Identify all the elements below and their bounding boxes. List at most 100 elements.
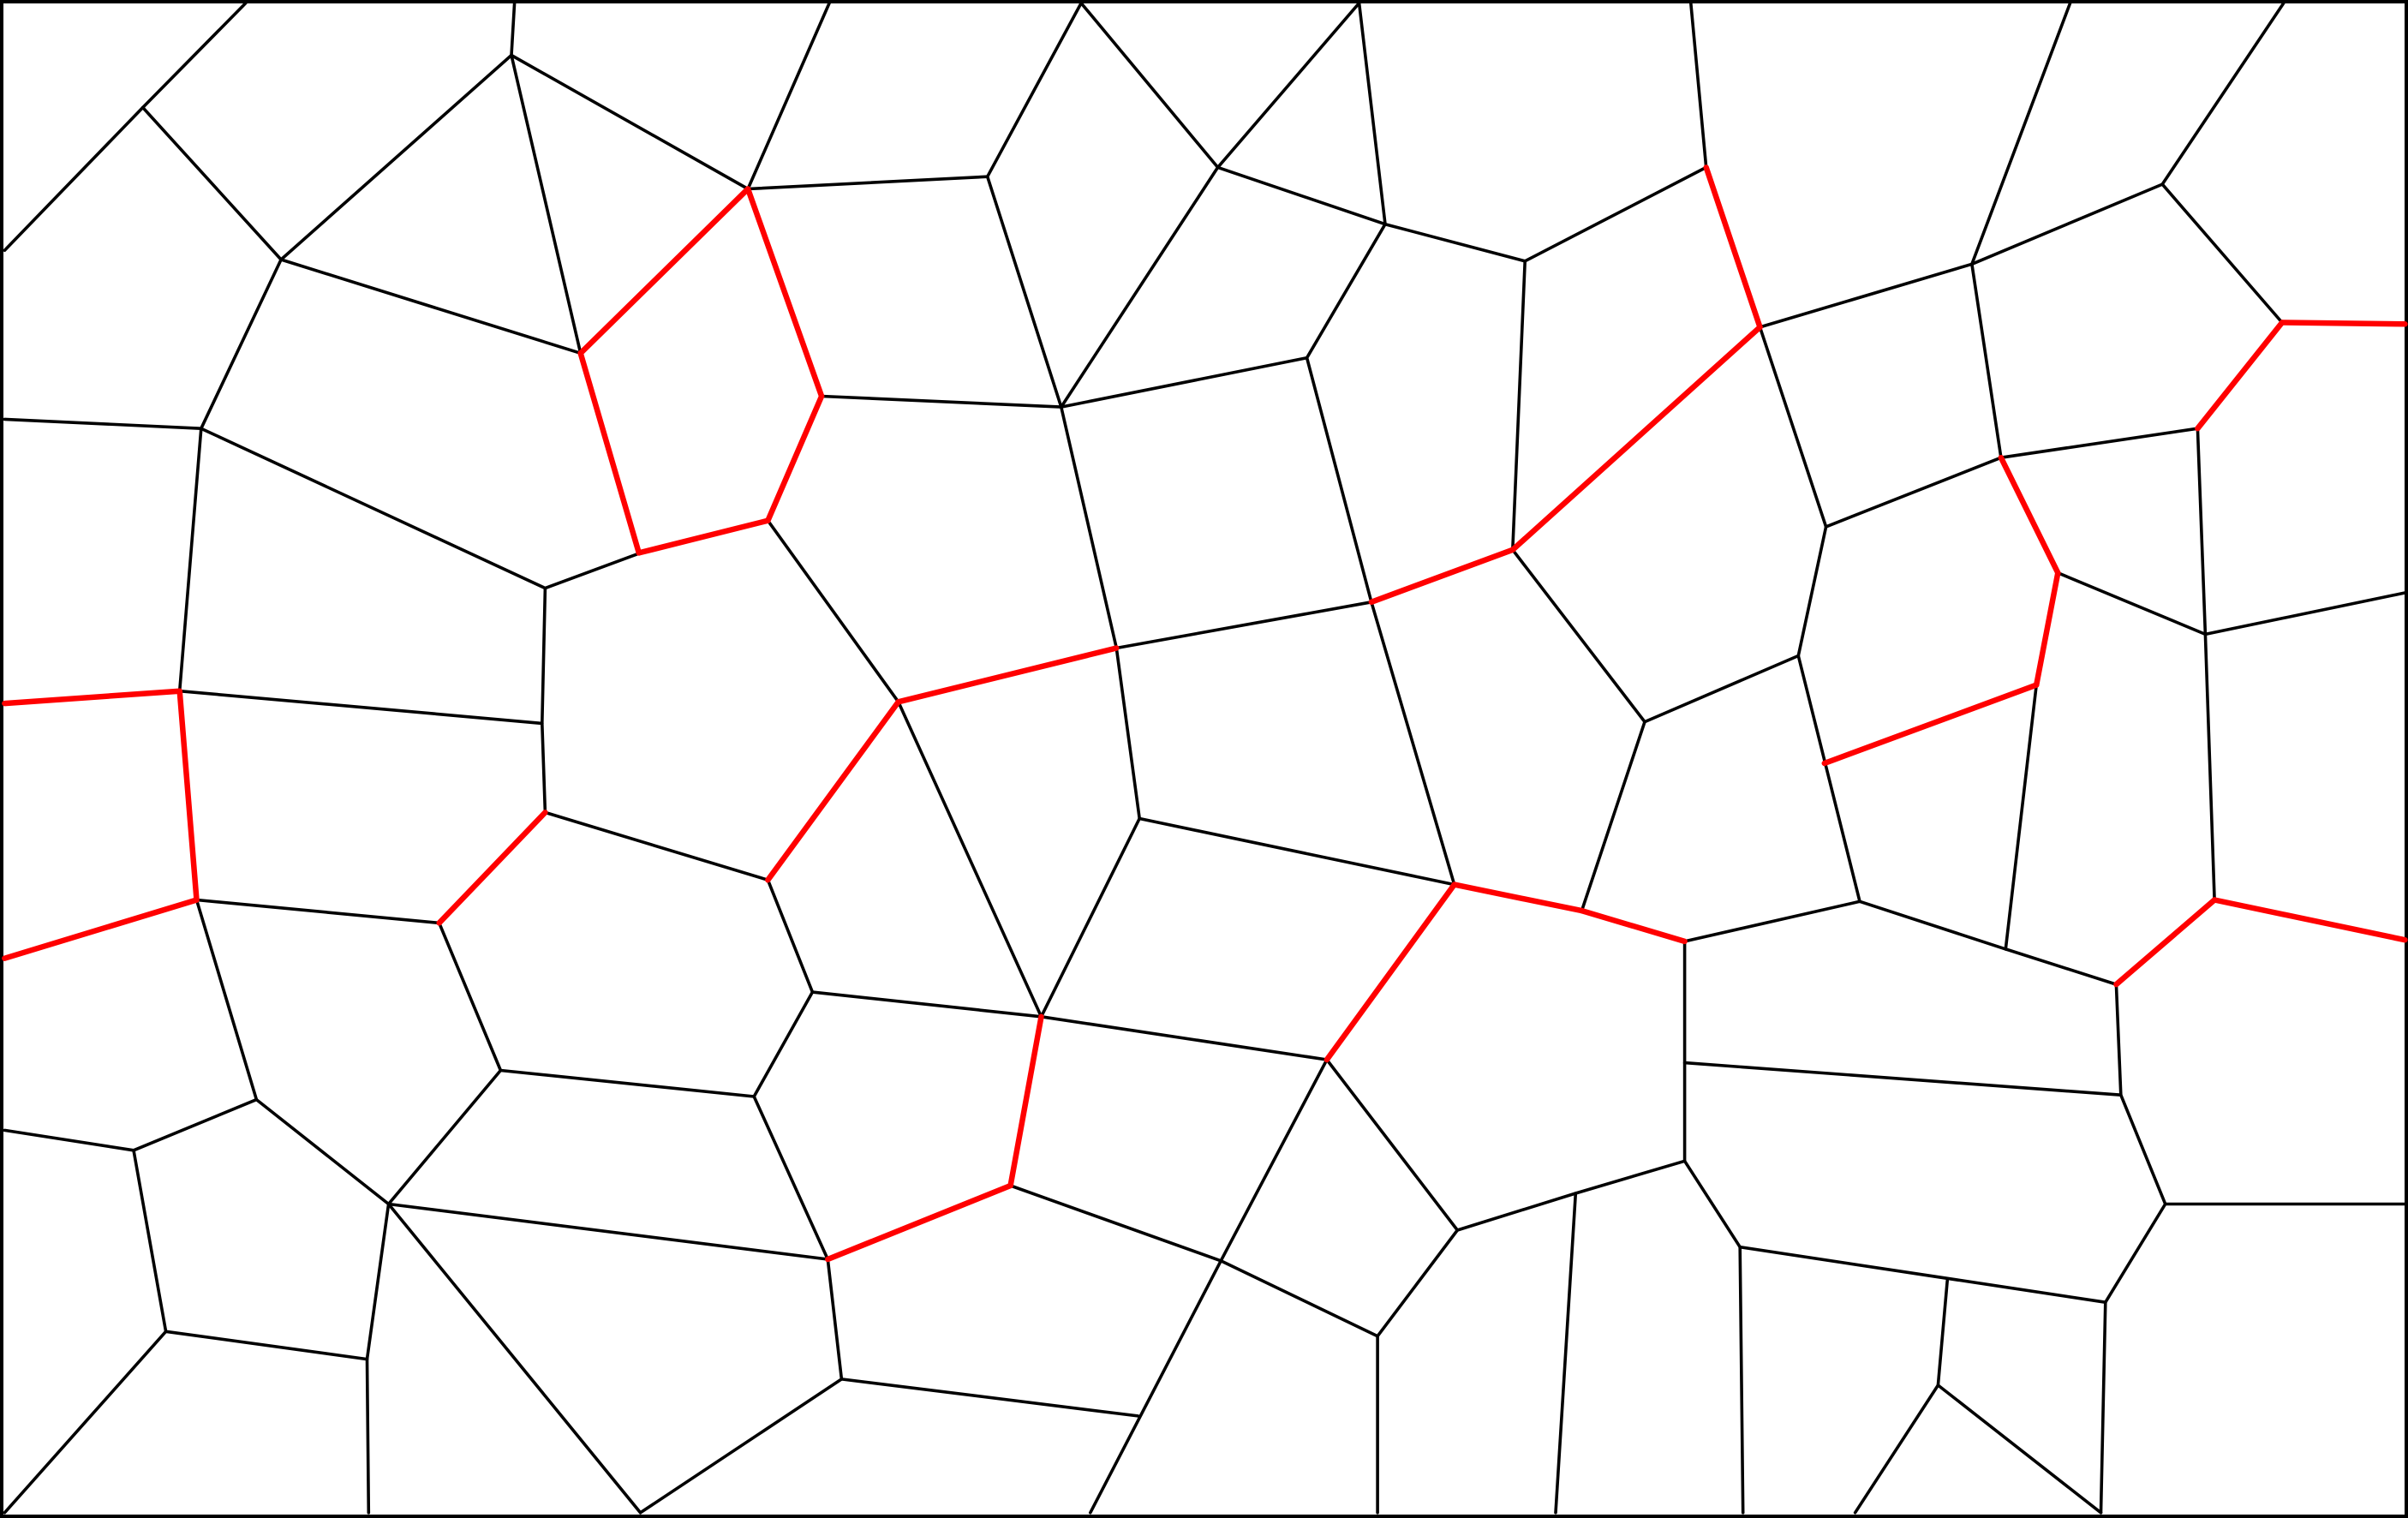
graph-edge <box>820 394 1063 409</box>
graph-edge <box>752 990 815 1098</box>
highlighted-edge <box>176 688 200 903</box>
highlighted-edge <box>1509 324 1763 553</box>
graph-edge <box>140 105 283 261</box>
graph-edge <box>985 1 1083 178</box>
highlighted-edge <box>744 186 825 399</box>
graph-edge <box>1219 1259 1379 1338</box>
graph-edge <box>1643 654 1801 724</box>
graph-edge <box>1580 720 1646 912</box>
graph-edge <box>2004 683 2038 951</box>
graph-edge <box>365 1202 391 1361</box>
graph-edge <box>1970 262 2003 460</box>
highlighted-edge <box>1451 882 1585 914</box>
graph-edge <box>746 175 989 191</box>
graph-edge <box>510 53 583 356</box>
graph-edge <box>177 427 203 693</box>
graph-edge <box>3 417 203 431</box>
graph-edge <box>1574 1159 1687 1195</box>
graph-edge <box>840 1378 1140 1418</box>
graph-edge <box>1383 222 1527 263</box>
graph-edge <box>896 700 1043 1019</box>
graph-edge <box>540 586 547 726</box>
highlighted-edge <box>1007 1013 1044 1189</box>
highlighted-edge <box>765 393 825 523</box>
graph-edge <box>200 427 547 590</box>
highlighted-edge <box>636 517 771 556</box>
graph-edge <box>1138 816 1456 887</box>
graph-edge <box>1357 1 1387 226</box>
graph-edge <box>1682 1061 2123 1097</box>
graph-edge <box>543 551 642 590</box>
graph-edge <box>2004 947 2118 986</box>
graph-edge <box>638 1378 844 1515</box>
graph-edge <box>1376 1228 1460 1338</box>
graph-edge <box>1305 222 1387 360</box>
graph-edge <box>510 1 517 57</box>
highlighted-edges <box>2 164 2408 1263</box>
graph-edge <box>437 921 503 1073</box>
graph-edge <box>985 175 1063 409</box>
graph-edge <box>1060 405 1119 650</box>
graph-edge <box>2114 983 2123 1097</box>
graph-edge <box>1114 600 1373 650</box>
graph-edge <box>1089 1259 1222 1515</box>
highlighted-edge <box>2279 320 2408 327</box>
graph-edge <box>1682 1159 1742 1249</box>
graph-edge <box>1305 356 1373 604</box>
graph-edge <box>3 1330 168 1515</box>
graph-edge <box>1039 1015 1329 1061</box>
graph-edge <box>1008 1184 1222 1263</box>
highlighted-edge <box>1368 547 1516 606</box>
graph-edge <box>1758 326 1828 529</box>
highlighted-edge <box>2033 570 2061 688</box>
graph-edge <box>810 990 1043 1019</box>
graph-edge <box>2056 571 2208 636</box>
graph-edge <box>1796 654 1861 904</box>
graph-edge <box>1523 165 1708 263</box>
graph-edge <box>386 1202 830 1261</box>
highlighted-edge <box>2211 897 2408 943</box>
graph-edge <box>386 1202 642 1515</box>
graph-edge <box>1511 547 1646 724</box>
graph-edge <box>1853 1384 1940 1515</box>
graph-edge <box>386 1068 503 1206</box>
graph-edge <box>164 1330 369 1361</box>
graph-edge <box>2203 632 2216 902</box>
graph-edge <box>1738 1245 1745 1515</box>
graph-edge <box>766 878 815 994</box>
graph-edge <box>766 518 900 704</box>
graph-edge <box>1370 600 1456 887</box>
highlighted-edge <box>1324 882 1457 1063</box>
graph-edge <box>177 689 544 726</box>
graph-edge <box>254 1097 391 1206</box>
graph-edge <box>1060 165 1220 409</box>
highlighted-edge <box>765 699 901 883</box>
graph-edge <box>1554 1192 1578 1515</box>
graph-edge <box>1858 899 2008 951</box>
graph-edge <box>1455 1192 1578 1232</box>
graph-edge <box>1219 1058 1329 1263</box>
graph-edge <box>752 1095 830 1261</box>
highlighted-edge <box>2 688 182 707</box>
graph-edge <box>2160 182 2284 325</box>
graph-edge <box>1936 1384 2103 1515</box>
graph-edge <box>1060 356 1309 409</box>
graph-edge <box>3 1128 135 1152</box>
highlighted-edge <box>825 1182 1013 1263</box>
graph-edge <box>1970 1 2072 266</box>
graph-edge <box>1039 816 1141 1019</box>
graph-edge <box>510 53 750 191</box>
graph-edge <box>540 721 547 815</box>
graph-edge <box>2203 591 2407 636</box>
highlighted-edge <box>2195 320 2286 432</box>
graph-edge <box>132 1097 259 1152</box>
graph-edge <box>1114 646 1141 821</box>
highlighted-edge <box>577 186 751 356</box>
graph-edge <box>1079 1 1220 170</box>
highlighted-edge <box>1579 907 1688 945</box>
graph-edges <box>3 1 2407 1515</box>
graph-edge <box>2099 1300 2107 1515</box>
graph-edge <box>2160 1 2286 186</box>
